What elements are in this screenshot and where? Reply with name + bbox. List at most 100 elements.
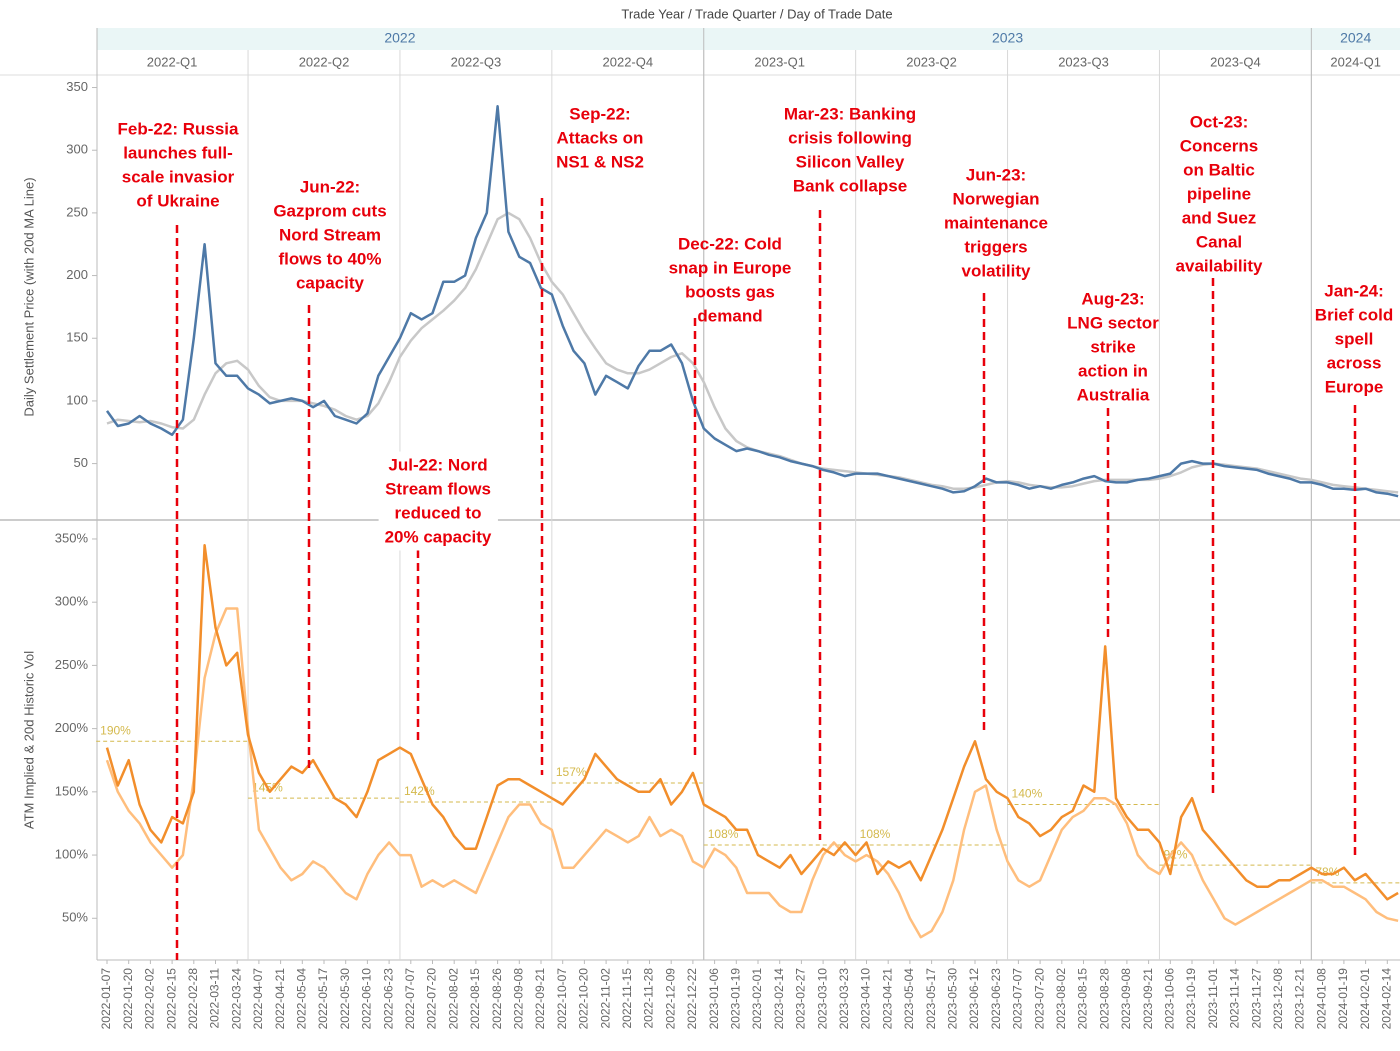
annotation-text: triggers (964, 237, 1027, 256)
annotation-text: flows to 40% (279, 249, 382, 268)
annotation-text: Aug-23: (1081, 289, 1144, 308)
annotation-text: Canal (1196, 232, 1242, 251)
annotation-box (378, 451, 498, 551)
reference-label: 190% (100, 723, 131, 737)
x-tick-label: 2023-02-27 (794, 968, 808, 1030)
x-tick-label: 2023-11-27 (1249, 968, 1263, 1029)
x-tick-label: 2024-02-01 (1358, 968, 1372, 1030)
x-tick-label: 2023-05-04 (902, 968, 916, 1030)
annotation-text: on Baltic (1183, 160, 1255, 179)
x-tick-label: 2024-02-14 (1379, 968, 1393, 1030)
annotation-text: demand (697, 306, 762, 325)
annotation-text: Jun-22: (300, 177, 360, 196)
x-tick-label: 2022-08-26 (490, 968, 504, 1030)
annotation-text: strike (1090, 337, 1135, 356)
reference-label: 108% (860, 827, 891, 841)
x-tick-label: 2023-07-07 (1011, 968, 1025, 1030)
annotation-text: LNG sector (1067, 313, 1159, 332)
reference-label: 108% (708, 827, 739, 841)
annotation-text: action in (1078, 361, 1148, 380)
x-tick-label: 2023-09-08 (1119, 968, 1133, 1030)
y-tick-label: 100 (66, 392, 88, 407)
x-tick-label: 2023-11-14 (1228, 968, 1242, 1029)
x-tick-label: 2023-07-20 (1032, 968, 1046, 1030)
x-tick-label: 2023-12-08 (1271, 968, 1285, 1030)
x-tick-label: 2023-08-02 (1054, 968, 1068, 1030)
y-tick-label: 50% (62, 910, 88, 925)
x-tick-label: 2023-09-21 (1141, 968, 1155, 1030)
annotation-text: snap in Europe (669, 258, 792, 277)
annotation-text: Bank collapse (793, 176, 907, 195)
x-tick-label: 2023-05-30 (945, 968, 959, 1030)
x-tick-label: 2022-01-20 (121, 968, 135, 1030)
annotation-text: Oct-23: (1190, 112, 1249, 131)
annotation-text: launches full- (123, 143, 233, 162)
y-tick-label: 250% (55, 657, 89, 672)
x-tick-label: 2022-06-23 (381, 968, 395, 1030)
x-tick-label: 2022-11-28 (642, 968, 656, 1029)
annotation-text: Brief cold (1315, 305, 1393, 324)
year-label: 2024 (1340, 30, 1371, 46)
annotation-text: of Ukraine (136, 191, 219, 210)
x-tick-label: 2022-10-07 (555, 968, 569, 1030)
x-tick-label: 2023-03-10 (815, 968, 829, 1030)
x-tick-label: 2023-06-12 (967, 968, 981, 1030)
annotation-text: Sep-22: (569, 104, 630, 123)
reference-label: 142% (404, 784, 435, 798)
x-tick-label: 2023-11-01 (1206, 968, 1220, 1029)
quarter-label: 2022-Q1 (147, 54, 198, 69)
x-tick-label: 2022-01-07 (99, 968, 113, 1030)
x-tick-label: 2022-03-24 (229, 968, 243, 1030)
x-tick-label: 2022-08-02 (446, 968, 460, 1030)
annotation-text: Australia (1077, 385, 1150, 404)
y-axis-title: ATM Implied & 20d Historic Vol (21, 651, 36, 829)
x-tick-label: 2023-04-10 (859, 968, 873, 1030)
x-tick-label: 2022-02-15 (164, 968, 178, 1030)
x-tick-label: 2023-12-21 (1293, 968, 1307, 1030)
annotation-text: boosts gas (685, 282, 775, 301)
x-tick-label: 2023-01-06 (707, 968, 721, 1030)
annotation-text: Silicon Valley (796, 152, 905, 171)
annotation-text: Stream flows (385, 479, 491, 498)
y-tick-label: 150% (55, 783, 89, 798)
quarter-label: 2023-Q1 (754, 54, 805, 69)
annotation-text: and Suez (1182, 208, 1257, 227)
x-tick-label: 2022-07-20 (425, 968, 439, 1030)
reference-label: 157% (556, 765, 587, 779)
x-tick-label: 2023-05-17 (924, 968, 938, 1030)
annotation-text: capacity (296, 273, 365, 292)
quarter-label: 2022-Q2 (299, 54, 350, 69)
annotation-text: Norwegian (953, 189, 1040, 208)
y-tick-label: 300 (66, 142, 88, 157)
y-tick-label: 300% (55, 594, 89, 609)
x-tick-label: 2023-04-21 (880, 968, 894, 1030)
y-tick-label: 200% (55, 720, 89, 735)
y-axis-title: Daily Settlement Price (with 20d MA Line… (21, 177, 36, 416)
x-tick-label: 2022-09-08 (511, 968, 525, 1030)
annotation-text: Attacks on (557, 128, 644, 147)
y-tick-label: 350% (55, 530, 89, 545)
annotation-text: Europe (1325, 377, 1384, 396)
header-title: Trade Year / Trade Quarter / Day of Trad… (621, 6, 892, 21)
x-tick-label: 2023-10-06 (1162, 968, 1176, 1030)
x-tick-label: 2022-05-30 (338, 968, 352, 1030)
quarter-label: 2024-Q1 (1330, 54, 1381, 69)
annotation-text: scale invasior (122, 167, 235, 186)
x-tick-label: 2022-05-17 (316, 968, 330, 1030)
annotation-text: Jul-22: Nord (388, 455, 487, 474)
x-tick-label: 2023-01-19 (728, 968, 742, 1030)
x-tick-label: 2022-07-07 (403, 968, 417, 1030)
x-tick-label: 2023-08-15 (1076, 968, 1090, 1030)
year-label: 2023 (992, 30, 1023, 46)
annotation-text: Dec-22: Cold (678, 234, 782, 253)
quarter-label: 2023-Q4 (1210, 54, 1261, 69)
annotation-text: Mar-23: Banking (784, 104, 916, 123)
x-tick-label: 2024-01-08 (1314, 968, 1328, 1030)
x-tick-label: 2023-10-19 (1184, 968, 1198, 1030)
x-tick-label: 2023-02-01 (750, 968, 764, 1030)
quarter-label: 2022-Q3 (451, 54, 502, 69)
x-tick-label: 2022-05-04 (294, 968, 308, 1030)
x-tick-label: 2022-11-15 (620, 968, 634, 1029)
